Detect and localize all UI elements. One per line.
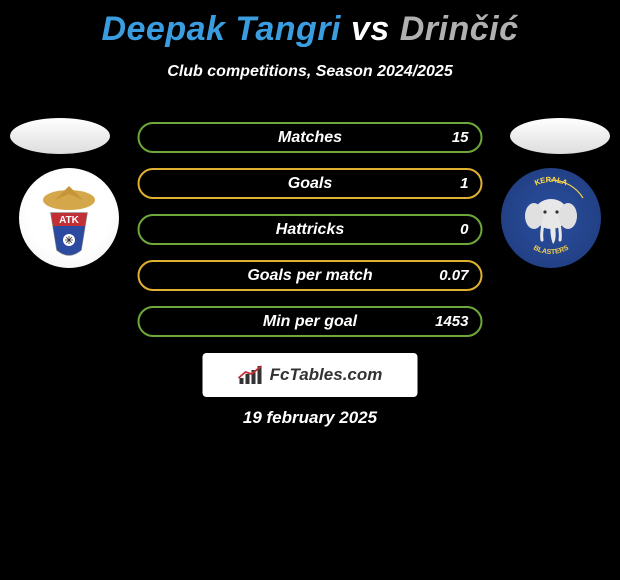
brand-text: FcTables.com xyxy=(270,365,383,385)
player2-portrait xyxy=(510,118,610,154)
svg-text:KERALA: KERALA xyxy=(533,175,569,188)
stat-label: Goals per match xyxy=(247,267,372,285)
svg-text:BLASTERS: BLASTERS xyxy=(532,244,570,256)
chart-icon xyxy=(238,364,266,386)
player1-name: Deepak Tangri xyxy=(101,10,341,48)
player1-portrait xyxy=(10,118,110,154)
stat-row: Matches 15 xyxy=(138,122,483,153)
stat-row: Goals 1 xyxy=(138,168,483,199)
brand-logo: FcTables.com xyxy=(203,353,418,397)
stat-label: Goals xyxy=(288,175,332,193)
svg-text:ATK: ATK xyxy=(59,215,80,226)
stat-label: Min per goal xyxy=(263,313,357,331)
kerala-blasters-badge-icon: KERALA KERALA BLASTERS xyxy=(501,168,601,268)
club-badge-right: KERALA KERALA BLASTERS xyxy=(501,168,601,268)
stat-value-right: 1453 xyxy=(435,313,468,330)
vs-text: vs xyxy=(351,10,390,48)
date-text: 19 february 2025 xyxy=(0,408,620,428)
page-title: Deepak Tangri vs Drinčić xyxy=(0,0,620,49)
stat-label: Hattricks xyxy=(276,221,344,239)
atk-badge-icon: ATK xyxy=(19,168,119,268)
stat-value-right: 15 xyxy=(452,129,469,146)
subtitle: Club competitions, Season 2024/2025 xyxy=(0,63,620,81)
stat-value-right: 0 xyxy=(460,221,468,238)
stat-value-right: 0.07 xyxy=(439,267,468,284)
club-badge-left: ATK xyxy=(19,168,119,268)
player2-name: Drinčić xyxy=(400,10,519,48)
stat-row: Goals per match 0.07 xyxy=(138,260,483,291)
stat-label: Matches xyxy=(278,129,342,147)
stat-row: Hattricks 0 xyxy=(138,214,483,245)
stat-value-right: 1 xyxy=(460,175,468,192)
stats-table: Matches 15 Goals 1 Hattricks 0 Goals per match… xyxy=(138,122,483,352)
stat-row: Min per goal 1453 xyxy=(138,306,483,337)
